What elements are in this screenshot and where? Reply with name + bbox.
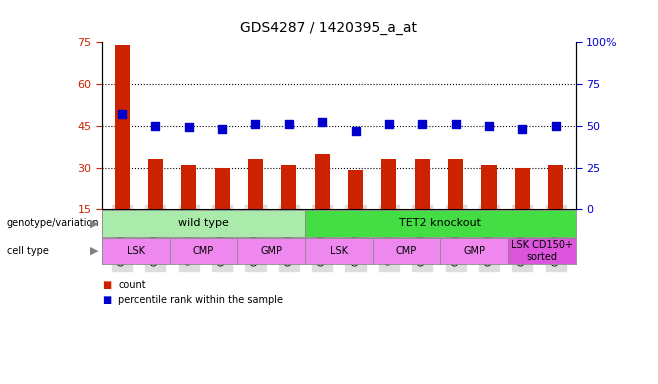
Bar: [114, 45, 130, 209]
Bar: [415, 159, 430, 209]
Text: LSK: LSK: [127, 246, 145, 256]
Point: [317, 119, 328, 126]
Point: [284, 121, 294, 127]
Bar: [282, 165, 296, 209]
Text: TET2 knockout: TET2 knockout: [399, 218, 482, 228]
Point: [384, 121, 394, 127]
Point: [484, 123, 494, 129]
Point: [250, 121, 261, 127]
Text: percentile rank within the sample: percentile rank within the sample: [118, 295, 284, 305]
Bar: [181, 165, 196, 209]
Point: [217, 126, 228, 132]
Point: [517, 126, 528, 132]
Bar: [248, 159, 263, 209]
Bar: [148, 159, 163, 209]
Text: LSK: LSK: [330, 246, 348, 256]
Text: LSK CD150+
sorted: LSK CD150+ sorted: [511, 240, 573, 262]
Point: [116, 111, 127, 117]
Bar: [315, 154, 330, 209]
Text: genotype/variation: genotype/variation: [7, 218, 99, 228]
Bar: [548, 165, 563, 209]
Bar: [382, 159, 396, 209]
Point: [150, 123, 161, 129]
Text: CMP: CMP: [193, 246, 214, 256]
Bar: [348, 170, 363, 209]
Point: [417, 121, 428, 127]
Text: ■: ■: [102, 295, 111, 305]
Bar: [515, 167, 530, 209]
Text: ▶: ▶: [90, 246, 99, 256]
Point: [450, 121, 461, 127]
Bar: [215, 167, 230, 209]
Text: ▶: ▶: [90, 218, 99, 228]
Point: [184, 124, 194, 131]
Text: CMP: CMP: [396, 246, 417, 256]
Text: wild type: wild type: [178, 218, 229, 228]
Point: [551, 123, 561, 129]
Bar: [482, 165, 497, 209]
Bar: [448, 159, 463, 209]
Text: cell type: cell type: [7, 246, 49, 256]
Text: GDS4287 / 1420395_a_at: GDS4287 / 1420395_a_at: [241, 21, 417, 35]
Text: count: count: [118, 280, 146, 290]
Text: GMP: GMP: [463, 246, 485, 256]
Text: ■: ■: [102, 280, 111, 290]
Point: [350, 128, 361, 134]
Text: GMP: GMP: [260, 246, 282, 256]
